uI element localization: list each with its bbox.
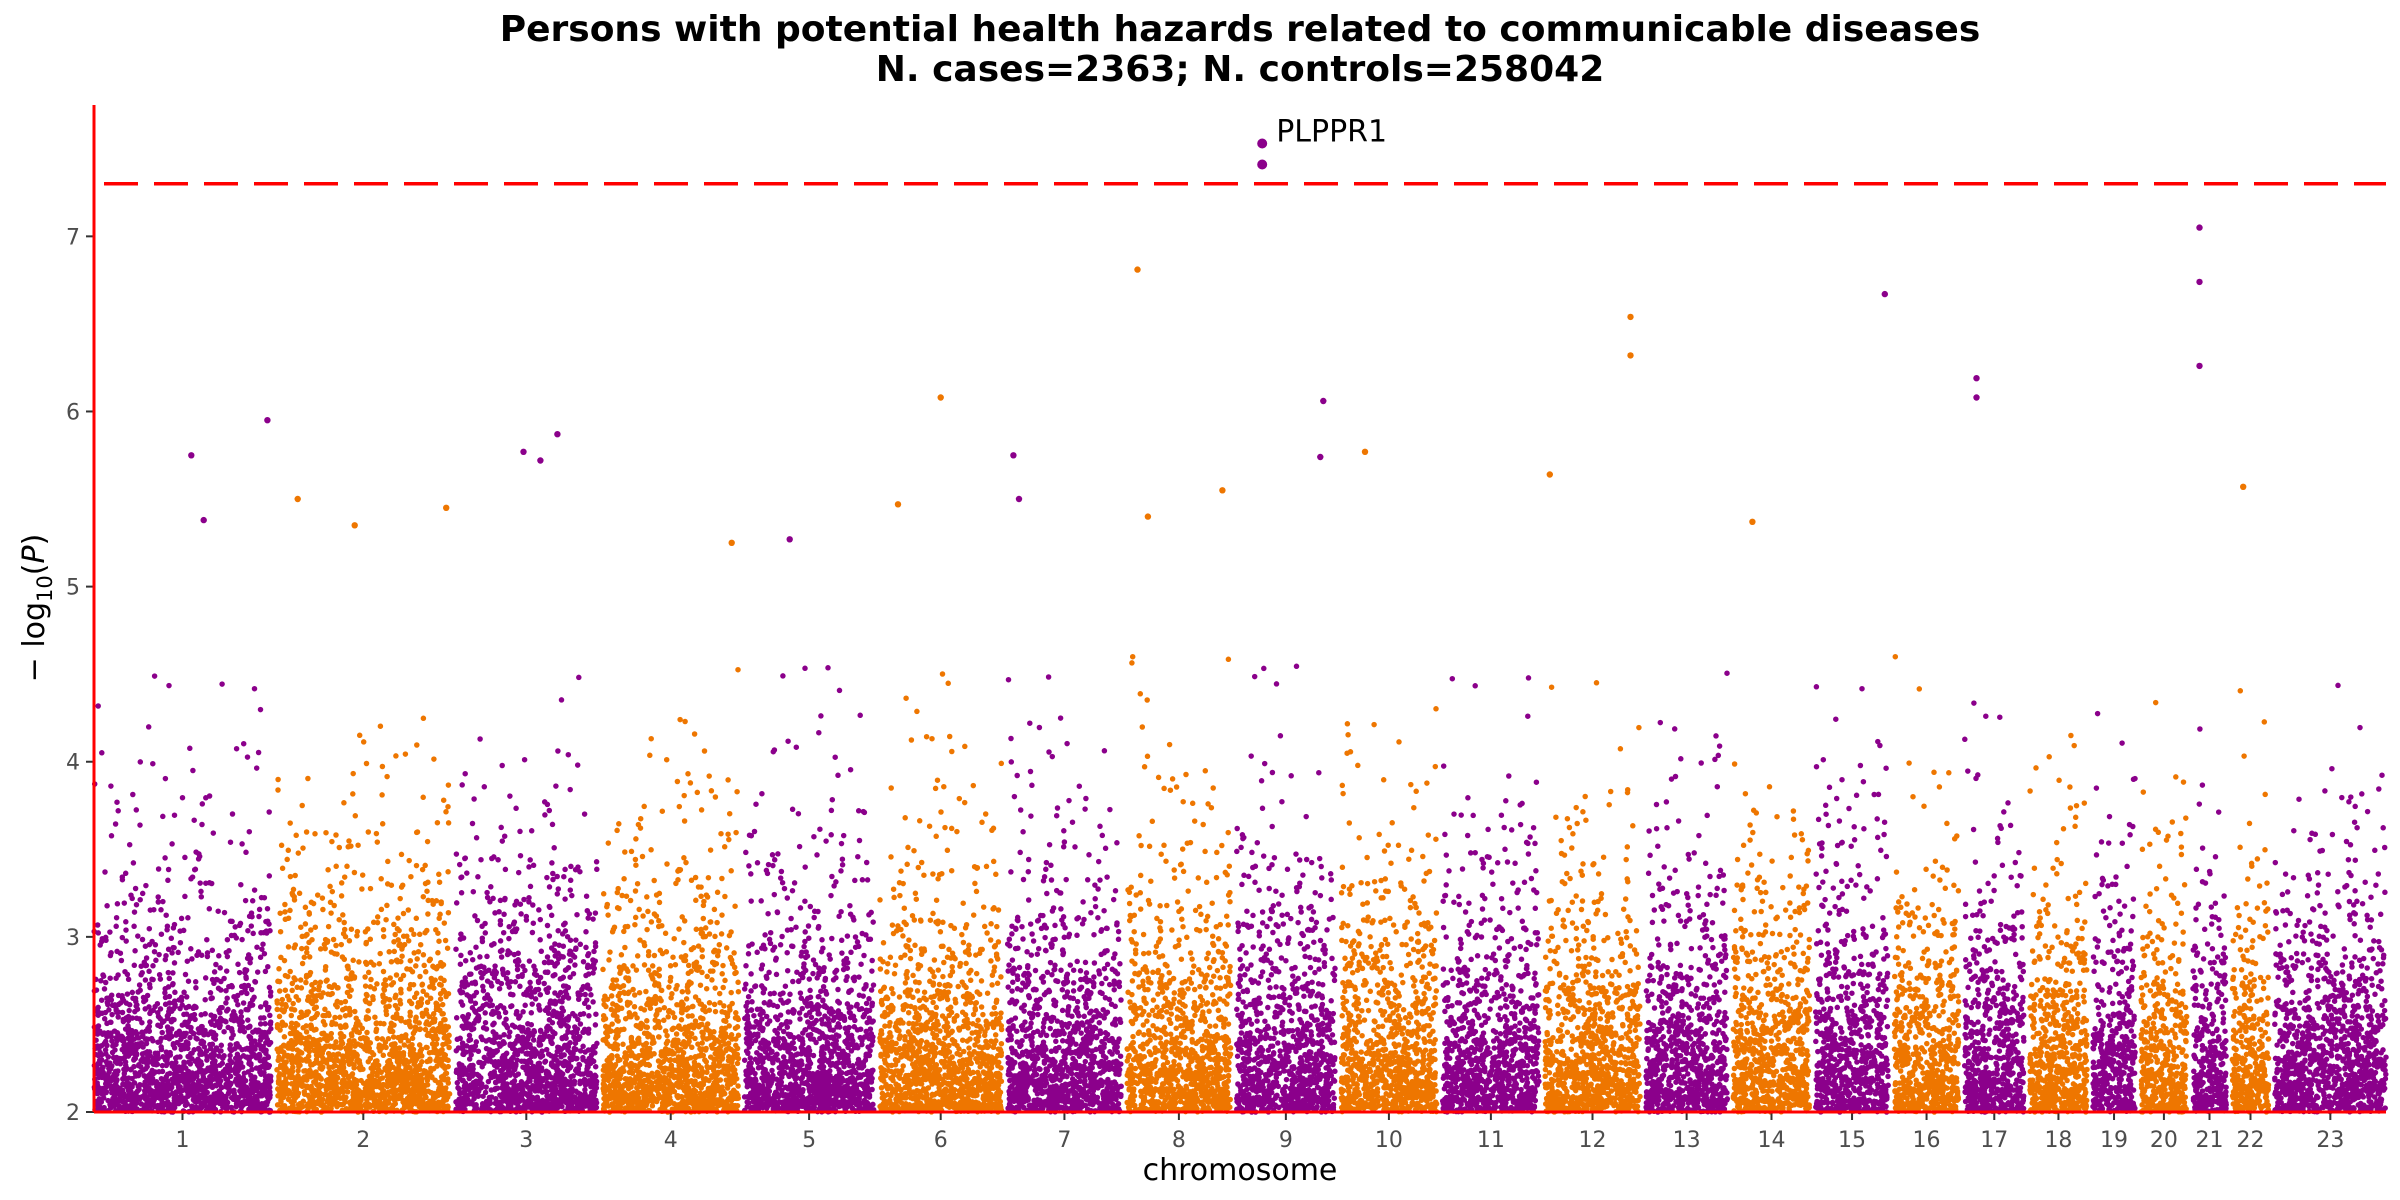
peak-point [1973,375,1980,382]
chromosome-points-10 [1338,706,1440,1115]
chromosome-points-18 [2027,732,2090,1115]
top-hit-label: PLPPR1 [1276,115,1387,150]
peak-point [937,394,944,401]
x-tick-label-chr-12: 12 [1579,1128,1607,1153]
x-tick-label-chr-11: 11 [1477,1128,1505,1153]
x-tick-label-chr-23: 23 [2316,1128,2344,1153]
chromosome-points-12 [1542,680,1643,1115]
peak-point [1010,452,1017,459]
peak-point [294,495,301,503]
chromosome-points-16 [1891,653,1962,1115]
peak-point [2196,362,2203,370]
x-tick-label-chr-9: 9 [1279,1128,1293,1153]
y-tick-label: 2 [66,1101,80,1126]
peak-point [1627,352,1634,359]
chromosome-points-19 [2090,710,2138,1115]
top-hit-point [1257,159,1268,170]
x-tick-label-chr-19: 19 [2100,1128,2128,1153]
x-tick-label-chr-7: 7 [1057,1128,1071,1153]
y-axis-label: − log10(P) [17,534,57,683]
chromosome-points-6 [877,671,1005,1115]
x-tick-label-chr-5: 5 [802,1128,816,1153]
y-tick-label: 6 [66,400,80,425]
x-tick-label-chr-2: 2 [356,1128,370,1153]
peak-point [1881,290,1889,298]
chromosome-points-13 [1643,670,1731,1115]
svg-text:− log10(P): − log10(P) [17,534,57,683]
y-axis-ticks: 2 3 4 5 6 7 [66,225,94,1126]
peak-point [1627,313,1634,321]
peak-point [1144,513,1152,520]
x-tick-label-chr-18: 18 [2044,1128,2072,1153]
chart-title: Persons with potential health hazards re… [500,9,1981,50]
x-tick-label-chr-6: 6 [934,1128,948,1153]
y-tick-label: 5 [66,576,80,601]
chromosome-points-11 [1439,675,1542,1115]
x-axis-label: chromosome [1143,1153,1338,1188]
chromosome-points-15 [1812,684,1891,1115]
peak-point [1973,394,1980,401]
x-tick-label-chr-3: 3 [519,1128,533,1153]
x-tick-label-chr-8: 8 [1172,1128,1186,1153]
peak-point [1320,397,1327,405]
peak-point [786,536,793,543]
x-tick-label-chr-13: 13 [1673,1128,1701,1153]
chromosome-points-3 [453,674,600,1115]
chromosome-points-21 [2190,726,2229,1115]
x-tick-label-chr-21: 21 [2196,1128,2224,1153]
x-tick-label-chr-14: 14 [1757,1128,1785,1153]
chromosome-points-5 [741,665,877,1115]
highlighted-points: PLPPR1 [188,115,2247,546]
chromosome-points-1 [91,673,274,1115]
x-tick-label-chr-22: 22 [2236,1128,2264,1153]
peak-point [1219,487,1226,494]
chromosome-points-4 [600,666,742,1115]
peak-point [1361,448,1369,455]
peak-point [188,452,195,459]
peak-point [894,501,902,508]
y-tick-label: 4 [66,751,80,776]
chromosome-points-9 [1234,663,1338,1115]
peak-point [443,504,450,511]
peak-point [351,522,358,529]
chromosome-points-2 [274,715,453,1115]
chromosome-points-17 [1961,700,2027,1115]
peak-point [537,457,544,464]
chromosome-points-7 [1004,674,1124,1115]
peak-point [1015,495,1023,503]
peak-point [2196,278,2203,286]
peak-point [1317,453,1324,461]
peak-point [728,539,735,546]
y-tick-label: 7 [66,225,80,250]
peak-point [1749,518,1756,525]
peak-point [520,448,527,455]
peak-point [2240,483,2247,490]
x-tick-label-chr-1: 1 [175,1128,189,1153]
chromosome-points-8 [1124,653,1234,1115]
data-points [91,653,2389,1115]
peak-point [1134,266,1141,273]
x-tick-label-chr-15: 15 [1838,1128,1866,1153]
peak-point [264,417,271,424]
chromosome-points-23 [2272,682,2389,1115]
chromosome-points-22 [2229,688,2272,1115]
peak-point [200,516,207,524]
y-tick-label: 3 [66,926,80,951]
chromosome-points-14 [1730,761,1813,1115]
peak-point [554,431,561,438]
x-tick-label-chr-20: 20 [2150,1128,2178,1153]
peak-point [2196,224,2203,231]
top-hit-point [1257,138,1268,149]
x-axis-ticks: 1 2 3 4 5 6 7 8 9 10 11 12 13 14 15 16 17 18 19 20 21 22 23 [175,1112,2344,1153]
chromosome-points-20 [2138,699,2190,1115]
x-tick-label-chr-10: 10 [1375,1128,1403,1153]
x-tick-label-chr-4: 4 [664,1128,678,1153]
x-tick-label-chr-17: 17 [1980,1128,2008,1153]
peak-point [1546,471,1554,478]
chart-subtitle: N. cases=2363; N. controls=258042 [876,49,1605,90]
x-tick-label-chr-16: 16 [1913,1128,1941,1153]
